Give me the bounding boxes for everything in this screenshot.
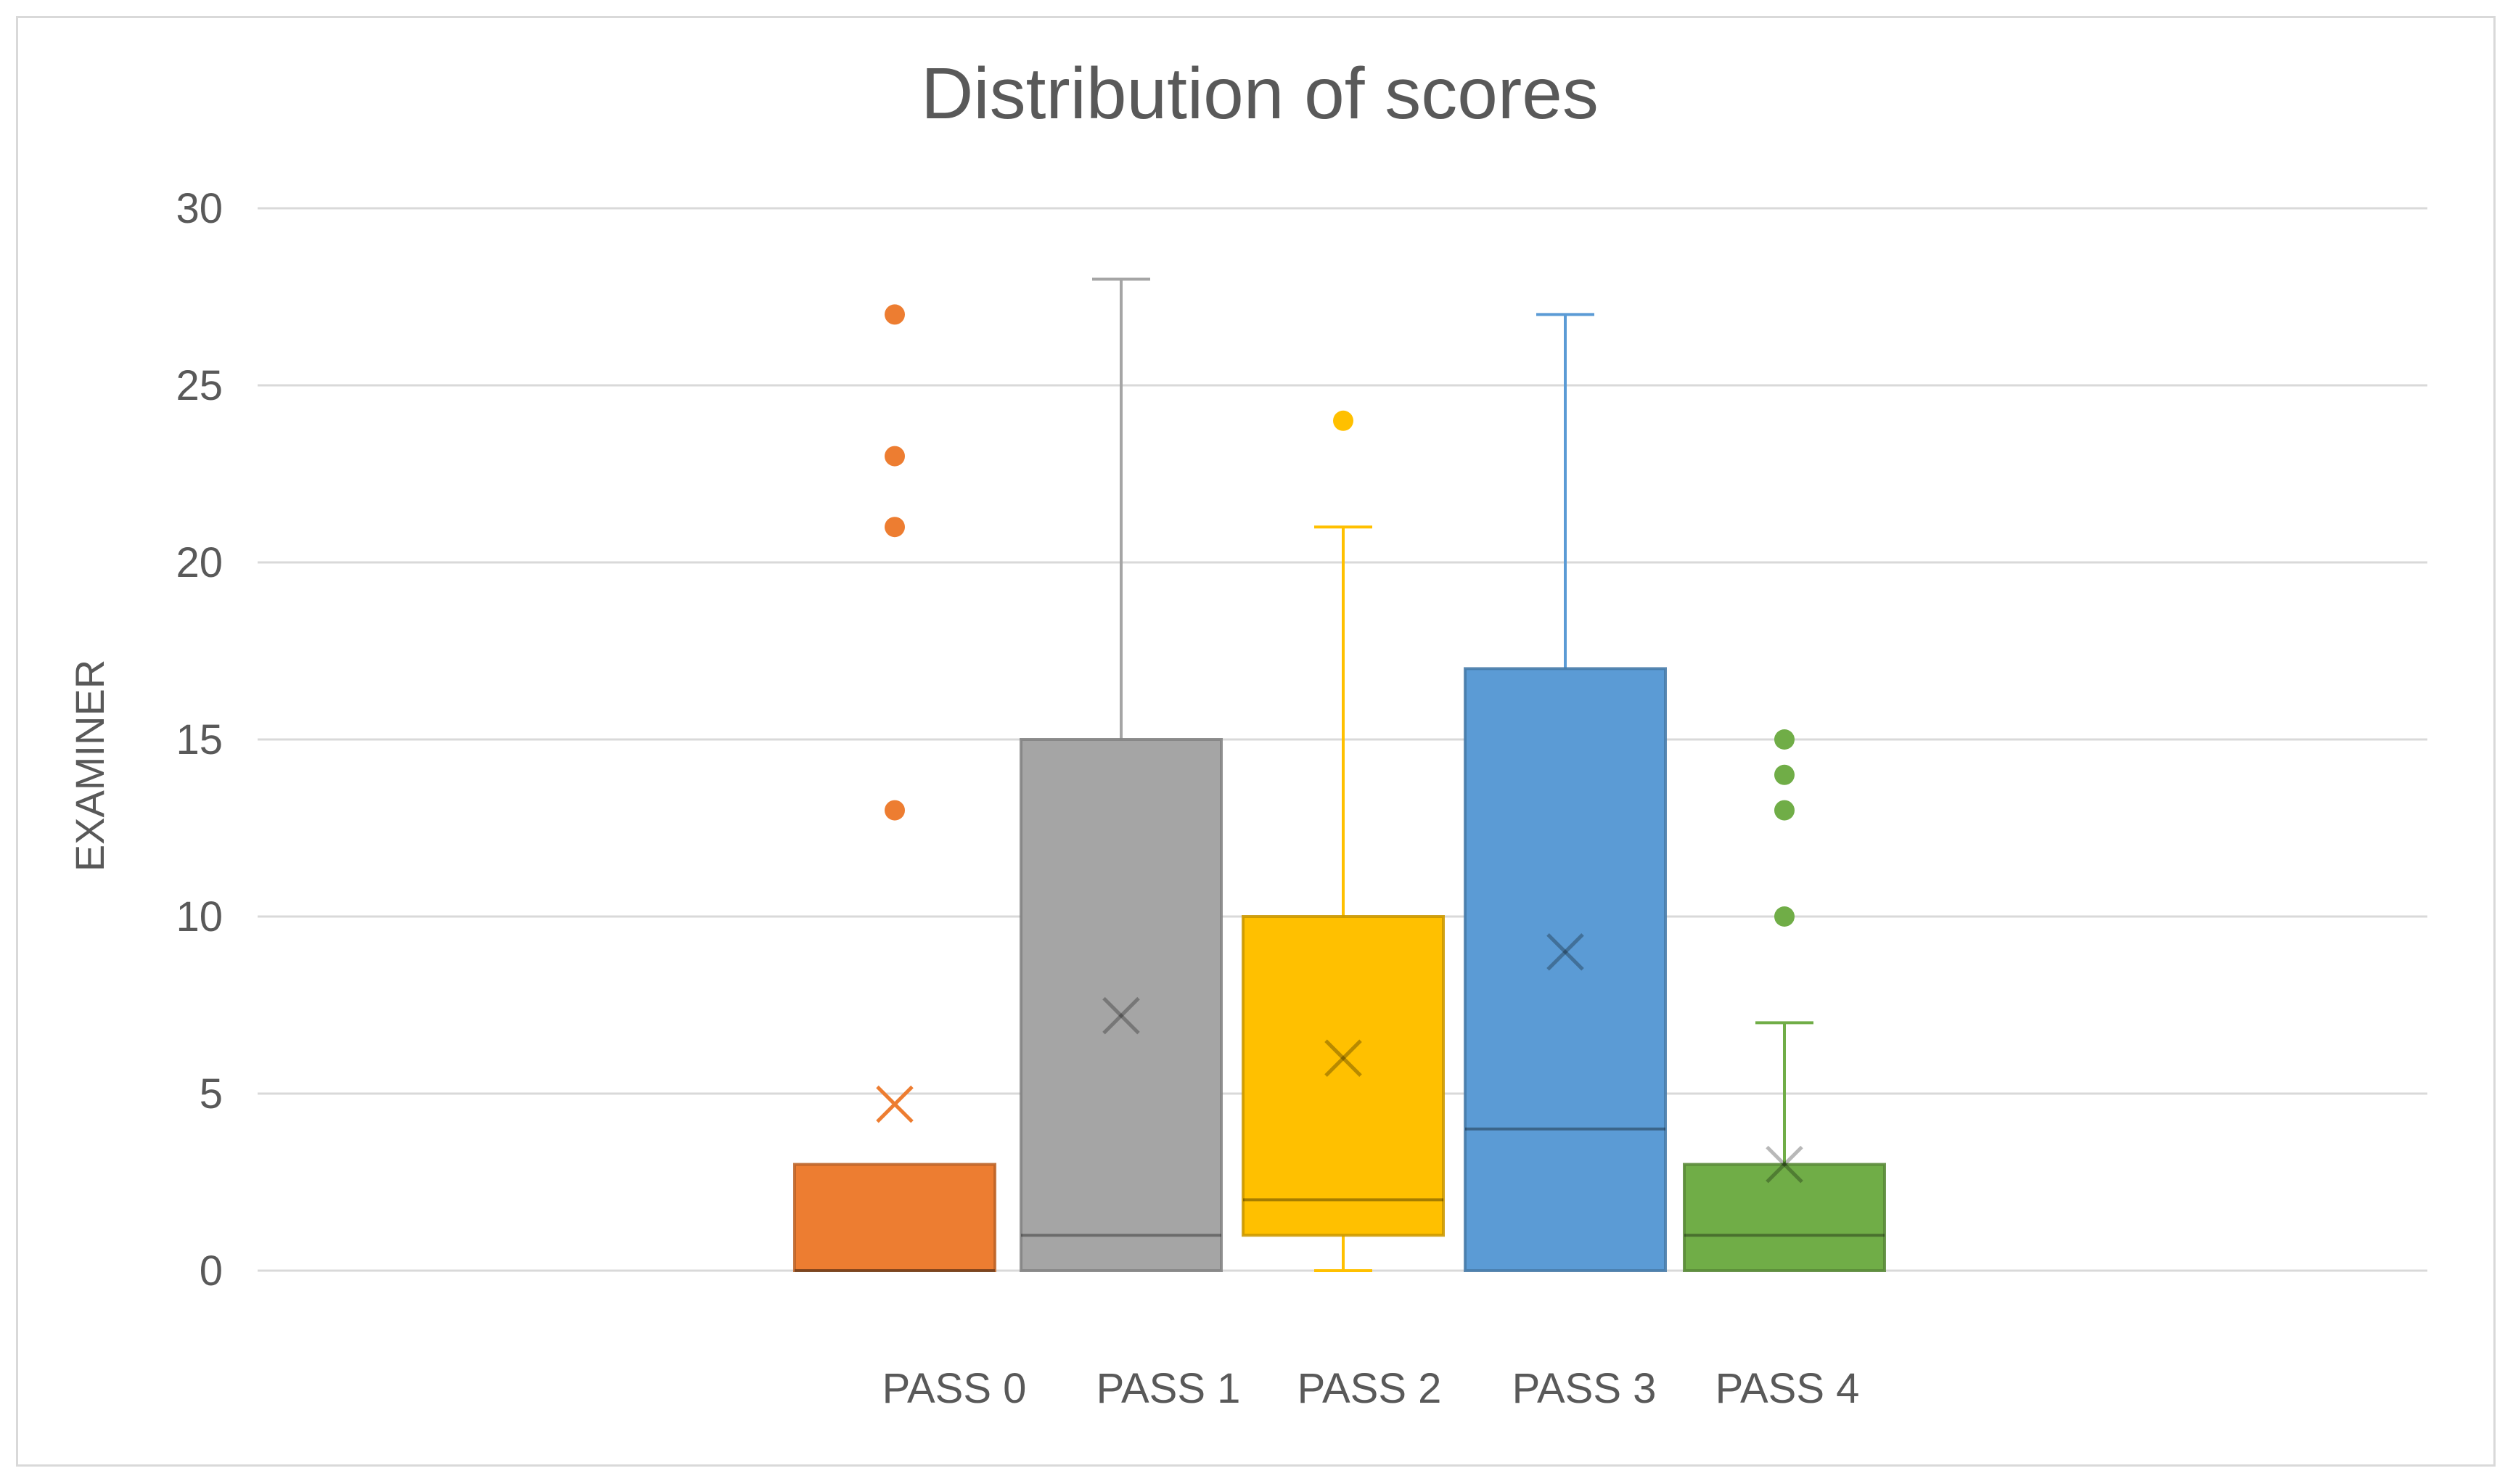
outlier-point <box>1774 729 1795 750</box>
y-tick-label: 15 <box>176 716 223 763</box>
box-series-2 <box>1242 410 1445 1272</box>
outlier-point <box>885 800 905 821</box>
mean-marker <box>1324 1039 1362 1077</box>
box-series-4 <box>1683 729 1886 1272</box>
box <box>793 1163 996 1272</box>
outlier-point <box>885 517 905 538</box>
outlier-point <box>885 304 905 325</box>
box <box>1020 738 1223 1272</box>
y-tick-label: 25 <box>176 362 223 409</box>
box-series <box>793 277 1886 1272</box>
y-tick-label: 0 <box>200 1247 223 1295</box>
box-series-1 <box>1020 277 1223 1272</box>
mean-marker <box>1102 996 1140 1035</box>
outlier-point <box>885 446 905 467</box>
chart-title: Distribution of scores <box>921 53 1599 134</box>
chart-frame: Distribution of scores 0 5 10 15 20 25 30 EXAM… <box>16 16 2496 1467</box>
y-tick-label: 10 <box>176 893 223 940</box>
y-axis-label: EXAMINER <box>67 660 112 872</box>
mean-marker <box>1546 933 1584 971</box>
mean-marker <box>1766 1145 1803 1184</box>
mean-marker <box>1766 1145 1803 1184</box>
box-outline <box>1683 1163 1886 1272</box>
y-tick-label: 30 <box>176 185 223 232</box>
box <box>1242 915 1445 1237</box>
box-outline <box>1020 738 1223 1272</box>
category-label: PASS 3 <box>1512 1365 1657 1412</box>
outlier-point <box>1774 800 1795 821</box>
category-label: PASS 4 <box>1715 1365 1860 1412</box>
mean-marker <box>1102 996 1140 1035</box>
category-label: PASS 0 <box>882 1365 1027 1412</box>
box <box>1464 667 1667 1272</box>
box <box>1683 1163 1886 1272</box>
outlier-point <box>1774 906 1795 927</box>
y-tick-label: 20 <box>176 539 223 586</box>
box-series-3 <box>1464 313 1667 1272</box>
mean-marker <box>1546 933 1584 971</box>
y-tick-label: 5 <box>200 1070 223 1118</box>
category-label: PASS 2 <box>1298 1365 1442 1412</box>
outlier-point <box>1333 410 1353 431</box>
box-outline <box>793 1163 996 1272</box>
mean-marker <box>1324 1039 1362 1077</box>
y-tick-labels: 0 5 10 15 20 25 30 <box>176 185 223 1295</box>
box-series-0 <box>793 304 996 1272</box>
category-label: PASS 1 <box>1096 1365 1241 1412</box>
mean-marker <box>876 1085 914 1123</box>
box-outline <box>1464 667 1667 1272</box>
category-labels: PASS 0 PASS 1 PASS 2 PASS 3 PASS 4 <box>882 1365 1860 1412</box>
box-outline <box>1242 915 1445 1237</box>
outlier-point <box>1774 764 1795 785</box>
box-plot-chart: Distribution of scores 0 5 10 15 20 25 30 EXAM… <box>67 53 2427 1412</box>
